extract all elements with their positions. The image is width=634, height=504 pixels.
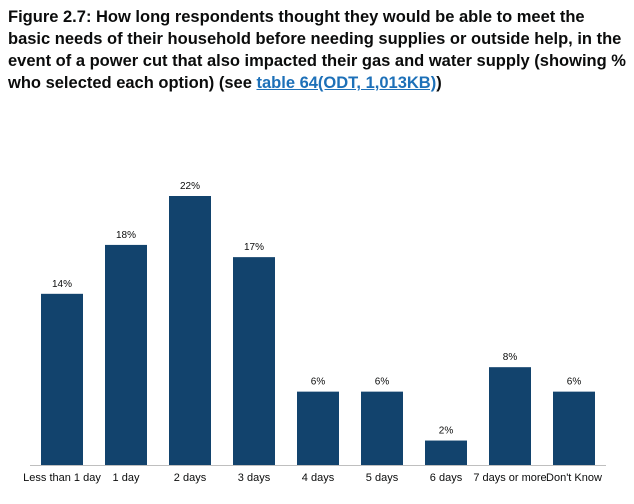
x-tick-label-2: 1 day — [113, 472, 140, 484]
x-tick-label-4: 3 days — [238, 472, 271, 484]
bar-group-2: 18% 1 day — [105, 230, 147, 484]
data-label-1: 14% — [52, 279, 72, 290]
bar-1 — [41, 293, 83, 465]
bar-group-4: 17% 3 days — [233, 242, 275, 484]
bar-group-8: 8% 7 days or more — [473, 352, 546, 484]
figure-title-text: Figure 2.7: How long respondents thought… — [8, 8, 626, 92]
x-tick-label-3: 2 days — [174, 472, 207, 484]
bar-group-6: 6% 5 days — [361, 377, 403, 484]
bar-group-9: 6% Don't Know — [546, 377, 602, 484]
bar-5 — [297, 391, 339, 465]
x-tick-label-6: 5 days — [366, 472, 399, 484]
bar-group-1: 14% Less than 1 day — [23, 279, 101, 484]
bar-9 — [553, 391, 595, 465]
bar-group-3: 22% 2 days — [169, 181, 211, 484]
bar-group-7: 2% 6 days — [425, 426, 467, 484]
data-label-7: 2% — [439, 426, 454, 437]
data-label-2: 18% — [116, 230, 136, 241]
x-tick-label-7: 6 days — [430, 472, 463, 484]
data-label-3: 22% — [180, 181, 200, 192]
data-label-6: 6% — [375, 377, 390, 388]
bar-group-5: 6% 4 days — [297, 377, 339, 484]
x-tick-label-9: Don't Know — [546, 472, 602, 484]
table-64-link[interactable]: table 64(ODT, 1,013KB) — [256, 74, 437, 92]
bar-7 — [425, 440, 467, 465]
data-label-9: 6% — [567, 377, 582, 388]
bar-8 — [489, 367, 531, 465]
bar-2 — [105, 244, 147, 465]
bar-6 — [361, 391, 403, 465]
bar-3 — [169, 196, 211, 465]
data-label-5: 6% — [311, 377, 326, 388]
x-tick-label-8: 7 days or more — [473, 472, 546, 484]
x-tick-label-5: 4 days — [302, 472, 335, 484]
data-label-8: 8% — [503, 352, 518, 363]
data-label-4: 17% — [244, 242, 264, 253]
bar-4 — [233, 257, 275, 465]
figure-title: Figure 2.7: How long respondents thought… — [8, 6, 626, 94]
x-tick-label-1: Less than 1 day — [23, 472, 101, 484]
figure-title-end: ) — [436, 74, 442, 92]
